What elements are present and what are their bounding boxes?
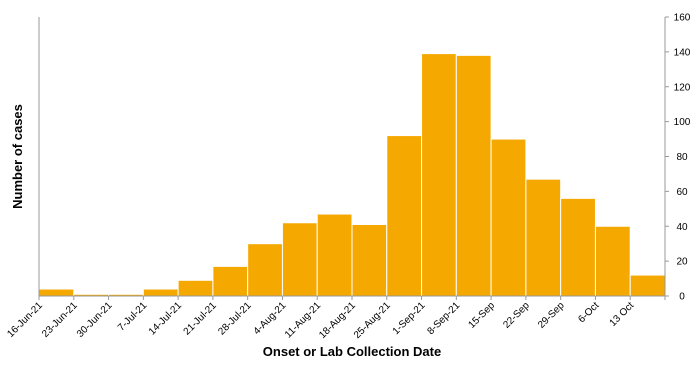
bar-18-Aug-21: [351, 224, 388, 297]
x-tick-label: 15-Sep: [467, 300, 498, 331]
bar-6-Oct: [594, 225, 631, 297]
bar-21-Jul-21: [212, 265, 249, 297]
y-tick-label: 100: [674, 117, 691, 128]
bar-7-Jul-21: [142, 288, 179, 297]
bar-13-Oct: [629, 274, 666, 297]
x-tick-label: 21-Jul-21: [182, 300, 220, 338]
bar-8-Sep-21: [455, 54, 492, 297]
y-tick-label: 80: [676, 152, 688, 163]
x-tick-label: 6-Oct: [576, 300, 601, 325]
x-tick-label: 29-Sep: [536, 300, 567, 331]
x-axis-title: Onset or Lab Collection Date: [263, 344, 441, 359]
bar-22-Sep: [525, 178, 562, 297]
y-tick-label: 120: [674, 82, 691, 93]
y-tick-label: 40: [676, 222, 688, 233]
x-tick-label: 1-Sep-21: [391, 300, 428, 337]
x-tick-label: 7-Jul-21: [116, 300, 150, 334]
x-tick-label: 30-Jun-21: [75, 300, 115, 340]
x-tick-label: 22-Sep: [501, 300, 532, 331]
y-ticks-group: 0 20 40 60 80 100 120 140 160: [665, 13, 691, 303]
bar-1-Sep-21: [421, 53, 457, 297]
x-tick-label: 16-Jun-21: [5, 300, 45, 340]
x-tick-label: 18-Aug-21: [317, 300, 358, 341]
y-tick-label: 160: [674, 13, 691, 24]
bar-29-Sep: [560, 197, 596, 297]
y-tick-label: 20: [676, 257, 688, 268]
y-tick-label: 60: [676, 187, 688, 198]
bar-28-Jul-21: [247, 243, 283, 297]
bar-25-Aug-21: [386, 135, 423, 297]
bar-11-Aug-21: [316, 213, 353, 297]
x-tick-label: 23-Jun-21: [40, 300, 80, 340]
bar-4-Aug-21: [281, 222, 318, 297]
bar-14-Jul-21: [177, 279, 214, 297]
bar-16-Jun-21: [38, 288, 75, 297]
x-tick-label: 8-Sep-21: [425, 300, 462, 337]
x-tick-label: 14-Jul-21: [147, 300, 185, 338]
y-axis-title: Number of cases: [10, 104, 25, 209]
x-tick-label: 25-Aug-21: [352, 300, 393, 341]
bars-group: [38, 53, 666, 297]
x-tick-label: 13 Oct: [608, 300, 637, 329]
bar-15-Sep: [490, 138, 527, 297]
y-tick-label: 140: [674, 47, 691, 58]
y-tick-label: 0: [679, 292, 685, 303]
x-tick-label: 28-Jul-21: [216, 300, 254, 338]
